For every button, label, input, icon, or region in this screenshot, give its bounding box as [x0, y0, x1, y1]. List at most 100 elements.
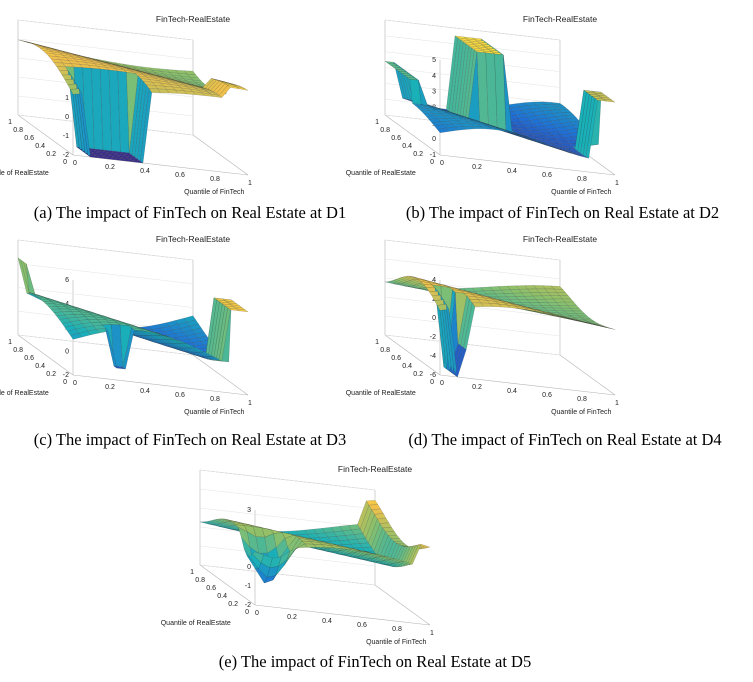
z-tick-label: 0 [65, 114, 69, 121]
z-tick-label: 4 [432, 73, 436, 80]
z-tick-label: 0 [432, 136, 436, 143]
surface-patch [603, 99, 616, 103]
y-tick-label: 0.4 [402, 143, 412, 150]
x-tick-label: 0.8 [577, 396, 587, 403]
surface-mesh [199, 500, 431, 584]
axis-edge [192, 354, 249, 396]
x-axis-label: Quantile of FinTech [366, 639, 426, 646]
y-tick-label: 0.6 [206, 585, 216, 592]
axis-edge [439, 154, 616, 176]
surface-patch [594, 324, 607, 328]
z-tick-label: 1 [65, 95, 69, 102]
y-tick-label: 0.6 [24, 135, 34, 142]
y-axis-label: Quantile of RealEstate [161, 620, 231, 627]
axis-edge [384, 334, 441, 376]
grid-line [17, 239, 194, 261]
z-tick-label: -2 [430, 334, 436, 341]
y-axis-label: Quantile of RealEstate [0, 170, 49, 177]
x-tick-label: 1 [430, 630, 434, 637]
surface-patch [418, 544, 431, 548]
y-tick-label: 1 [375, 339, 379, 346]
grid-line [17, 263, 194, 284]
x-tick-label: 0.4 [140, 388, 150, 395]
x-tick-label: 0.6 [542, 392, 552, 399]
x-tick-label: 0.2 [472, 164, 482, 171]
y-axis-label: Quantile of RealEstate [346, 390, 416, 397]
x-tick-label: 0 [255, 610, 259, 617]
x-tick-label: 0.4 [140, 168, 150, 175]
z-tick-label: 6 [65, 277, 69, 284]
x-tick-label: 0.6 [175, 172, 185, 179]
x-tick-label: 0.8 [210, 176, 220, 183]
grid-line [384, 239, 561, 261]
axis-edge [17, 334, 74, 376]
y-tick-label: 1 [8, 339, 12, 346]
y-axis-label: Quantile of RealEstate [346, 170, 416, 177]
x-tick-label: 1 [248, 400, 252, 407]
y-tick-label: 0.8 [380, 127, 390, 134]
z-tick-label: -1 [430, 152, 436, 159]
y-tick-label: 0 [63, 159, 67, 166]
plot-title: FinTech-RealEstate [523, 234, 597, 244]
x-tick-label: 0.8 [210, 396, 220, 403]
y-tick-label: 0 [245, 609, 249, 616]
y-tick-label: 0.2 [46, 151, 56, 158]
surface-patch [236, 86, 249, 91]
y-tick-label: 1 [8, 119, 12, 126]
surface-plot-d: FinTech-RealEstate-6-4-202400.20.40.60.8… [346, 234, 619, 416]
caption-d: (d) The impact of FinTech on Real Estate… [408, 430, 722, 449]
x-tick-label: 1 [615, 180, 619, 187]
grid-line [384, 19, 561, 41]
y-tick-label: 0.6 [391, 355, 401, 362]
x-tick-label: 0.4 [507, 168, 517, 175]
z-tick-label: -2 [63, 372, 69, 379]
z-tick-label: -1 [63, 133, 69, 140]
plot-title: FinTech-RealEstate [156, 14, 230, 24]
z-tick-label: -1 [245, 583, 251, 590]
surface-plot-a: FinTech-RealEstate-2-1012300.20.40.60.81… [0, 14, 252, 196]
surface-plot-e: FinTech-RealEstate-2-1012300.20.40.60.81… [161, 464, 434, 646]
y-tick-label: 0.4 [217, 593, 227, 600]
y-tick-label: 0.6 [24, 355, 34, 362]
axis-edge [254, 604, 431, 626]
x-axis-label: Quantile of FinTech [551, 189, 611, 196]
surface-mesh [384, 35, 616, 159]
x-tick-label: 0 [73, 160, 77, 167]
y-tick-label: 0.2 [228, 601, 238, 608]
surface-patch [585, 322, 598, 326]
y-tick-label: 1 [190, 569, 194, 576]
z-tick-label: 3 [247, 507, 251, 514]
x-axis-label: Quantile of FinTech [551, 409, 611, 416]
x-tick-label: 0.6 [175, 392, 185, 399]
grid-line [17, 38, 194, 60]
x-tick-label: 1 [615, 400, 619, 407]
y-tick-label: 0.8 [380, 347, 390, 354]
y-tick-label: 0.4 [35, 143, 45, 150]
axis-edge [192, 134, 249, 176]
z-tick-label: -4 [430, 353, 436, 360]
y-tick-label: 0.2 [413, 371, 423, 378]
axis-edge [374, 584, 431, 626]
surface-mesh [17, 39, 249, 164]
grid-line [384, 334, 561, 356]
x-tick-label: 0 [73, 380, 77, 387]
z-tick-label: 3 [432, 89, 436, 96]
y-tick-label: 0.8 [13, 347, 23, 354]
caption-a: (a) The impact of FinTech on Real Estate… [33, 203, 347, 222]
grid-line [199, 564, 376, 586]
y-tick-label: 0.8 [13, 127, 23, 134]
z-tick-label: 0 [247, 564, 251, 571]
surface-plot-b: FinTech-RealEstate-101234500.20.40.60.81… [346, 14, 619, 196]
surface-plot-c: FinTech-RealEstate-2024600.20.40.60.8100… [0, 234, 252, 416]
y-tick-label: 0.6 [391, 135, 401, 142]
y-tick-label: 0.4 [35, 363, 45, 370]
surface-mesh [17, 257, 249, 370]
axis-edge [199, 564, 256, 606]
panel-a: FinTech-RealEstate-2-1012300.20.40.60.81… [0, 10, 368, 196]
grid-line [384, 315, 561, 337]
z-tick-label: 4 [432, 277, 436, 284]
x-tick-label: 0.2 [287, 614, 297, 621]
z-tick-label: 0 [65, 348, 69, 355]
plot-title: FinTech-RealEstate [523, 14, 597, 24]
panel-c: FinTech-RealEstate-2024600.20.40.60.8100… [0, 230, 368, 416]
